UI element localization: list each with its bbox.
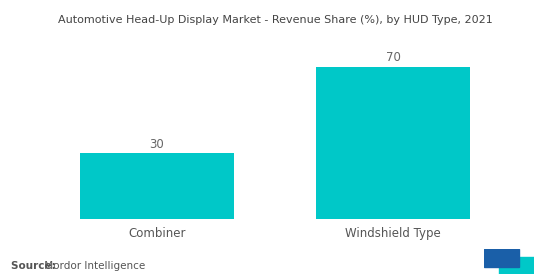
Text: Mordor Intelligence: Mordor Intelligence — [41, 261, 146, 271]
Title: Automotive Head-Up Display Market - Revenue Share (%), by HUD Type, 2021: Automotive Head-Up Display Market - Reve… — [58, 15, 492, 25]
Text: Source:: Source: — [11, 261, 59, 271]
Bar — [80, 153, 234, 219]
FancyBboxPatch shape — [499, 257, 534, 274]
Text: 30: 30 — [150, 138, 164, 151]
Text: 70: 70 — [386, 52, 400, 65]
FancyBboxPatch shape — [484, 249, 519, 267]
Bar — [316, 67, 470, 219]
